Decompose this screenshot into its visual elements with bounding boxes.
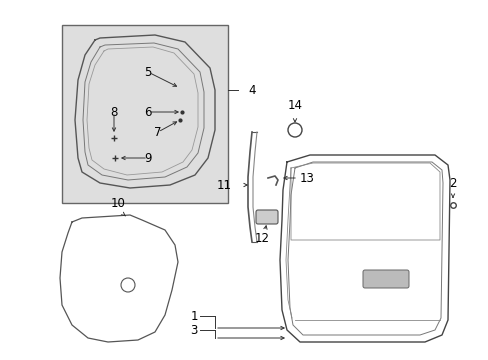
Bar [62, 25, 227, 203]
Text: 13: 13 [299, 171, 314, 185]
FancyBboxPatch shape [256, 210, 278, 224]
Text: 9: 9 [144, 152, 151, 165]
Text: 14: 14 [287, 99, 302, 112]
Text: 4: 4 [247, 84, 255, 96]
Text: 1: 1 [190, 310, 198, 323]
Text: 6: 6 [144, 105, 151, 118]
Text: 3: 3 [190, 324, 198, 337]
Text: 7: 7 [154, 126, 162, 139]
Text: 10: 10 [110, 197, 125, 210]
Text: 11: 11 [217, 179, 231, 192]
Text: 2: 2 [448, 177, 456, 190]
Text: 5: 5 [144, 66, 151, 78]
Text: 12: 12 [254, 232, 269, 245]
Text: 8: 8 [110, 105, 118, 118]
FancyBboxPatch shape [362, 270, 408, 288]
